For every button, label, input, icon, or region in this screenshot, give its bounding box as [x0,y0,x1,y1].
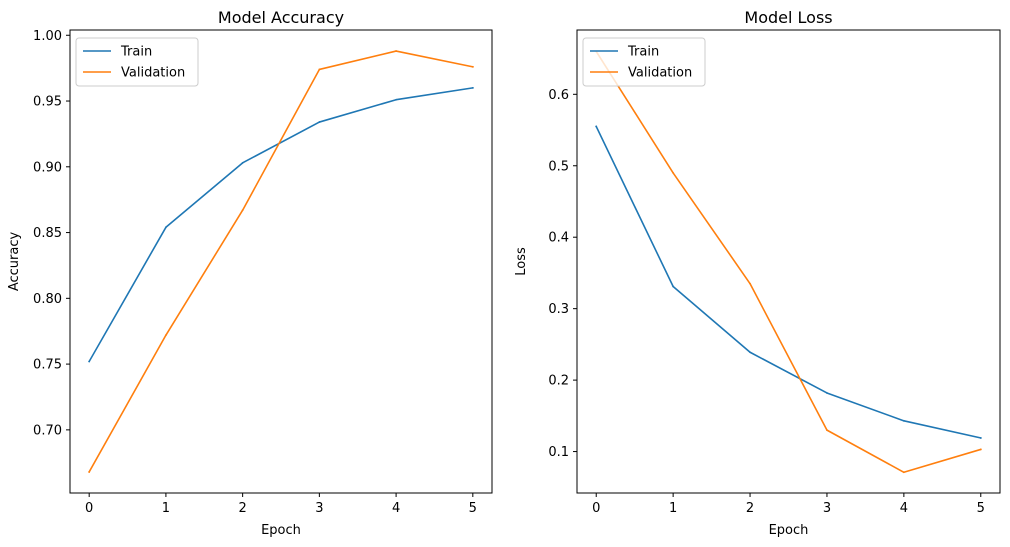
data-point-train [88,360,91,363]
data-point-validation [826,429,828,432]
plot-frame [69,29,493,494]
data-point-validation [471,65,474,68]
x-tick-label: 0 [85,501,93,516]
data-point-train [165,226,167,229]
data-point-validation [318,68,321,71]
data-point-validation [395,50,397,52]
series-line-validation [595,50,982,474]
y-tick-label: 0.5 [548,159,569,174]
y-tick-label: 1.00 [33,29,62,44]
y-tick-label: 0.4 [548,231,569,246]
legend-label-validation: Validation [121,66,185,81]
y-tick-label: 0.70 [33,423,62,438]
x-tick-label: 3 [315,501,323,516]
x-tick-label: 4 [392,501,400,516]
data-point-train [902,419,905,422]
y-tick-label: 0.90 [33,160,62,175]
legend-box [582,37,706,87]
data-point-validation [902,471,905,474]
legend-box [75,37,199,87]
data-point-validation [241,209,244,212]
legend-label-train: Train [627,45,659,60]
legend-label-validation: Validation [628,66,692,81]
y-tick-label: 0.80 [33,292,62,307]
y-tick-label: 0.85 [33,226,62,241]
x-tick-label: 0 [592,501,600,516]
x-tick-label: 4 [900,501,908,516]
legend: Train Validation [582,37,706,87]
data-point-train [749,351,751,354]
accuracy-chart: Model Accuracy 0 1 2 3 4 5 0.70 0.75 0.80 0.85 0.90… [7,8,493,538]
x-tick-label: 5 [469,501,477,516]
x-tick-label: 2 [238,501,246,516]
data-point-validation [979,448,982,451]
data-point-validation [165,334,167,337]
legend: Train Validation [75,37,199,87]
y-axis-label: Loss [514,247,529,276]
data-point-validation [88,471,91,473]
y-tick-label: 0.1 [548,445,569,460]
data-point-train [471,86,474,89]
chart-title: Model Accuracy [218,8,344,27]
x-tick-label: 1 [162,501,170,516]
x-tick-label: 2 [746,501,754,516]
y-tick-label: 0.6 [548,88,569,103]
data-point-train [826,392,828,394]
data-point-train [241,161,244,164]
y-tick-label: 0.95 [33,95,62,110]
x-tick-label: 1 [669,501,677,516]
x-axis-label: Epoch [769,523,809,538]
data-point-train [318,121,321,123]
x-axis-label: Epoch [261,523,301,538]
data-point-train [395,98,397,101]
y-tick-label: 0.3 [548,302,569,317]
data-point-train [595,125,598,128]
x-tick-label: 3 [823,501,831,516]
y-tick-label: 0.75 [33,358,62,373]
series-line-train [595,125,982,439]
loss-chart: Model Loss 0 1 2 3 4 5 0.1 0.2 0.3 0.4 0.5 0.6 Epoch L… [514,8,1001,538]
legend-label-train: Train [120,45,152,60]
data-point-validation [672,172,675,174]
y-axis-label: Accuracy [7,232,22,292]
data-point-train [979,437,982,439]
data-point-validation [749,282,751,285]
data-point-train [672,285,675,288]
y-tick-label: 0.2 [548,374,569,389]
chart-title: Model Loss [744,8,832,27]
x-tick-label: 5 [977,501,985,516]
series-line-validation [88,50,474,474]
plot-frame [576,29,1001,494]
series-line-train [88,86,474,363]
